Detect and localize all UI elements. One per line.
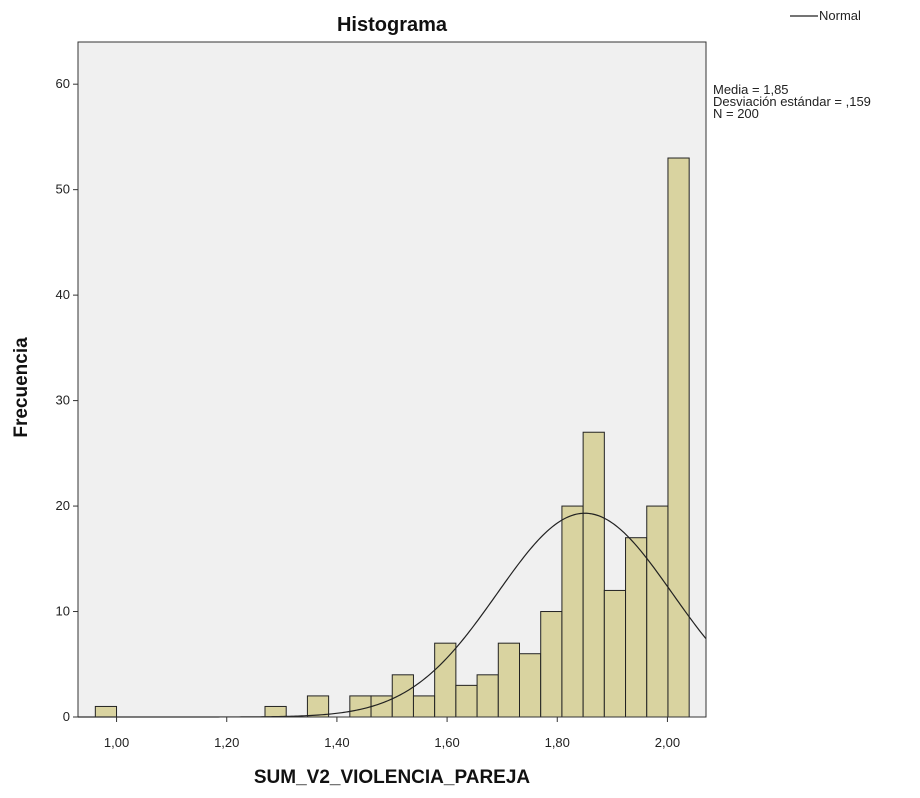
histogram-bar [306, 695, 330, 718]
x-axis-title: SUM_V2_VIOLENCIA_PAREJA [254, 767, 531, 788]
histogram-bar [603, 589, 627, 718]
histogram-bar [582, 431, 605, 718]
histogram-bar [561, 505, 584, 718]
y-tick-label: 10 [56, 604, 70, 619]
histogram-bar [391, 674, 414, 718]
x-tick-label: 1,80 [545, 735, 570, 750]
histogram-bar [519, 653, 542, 718]
histogram-bar [667, 157, 690, 718]
stats-sd: Desviación estándar = ,159 [713, 94, 871, 109]
legend-normal-label: Normal [819, 8, 861, 23]
histogram-bar [625, 537, 648, 718]
histogram-bar [94, 705, 118, 718]
x-tick-label: 1,00 [104, 735, 129, 750]
histogram-bar [540, 611, 563, 718]
histogram-bar [434, 642, 457, 718]
stats-mean: Media = 1,85 [713, 82, 789, 97]
x-tick-label: 1,40 [324, 735, 349, 750]
histogram-bar [476, 674, 499, 718]
y-tick-label: 50 [56, 182, 70, 197]
histogram-bar [349, 695, 372, 718]
histogram-bar [455, 684, 478, 718]
y-tick-label: 30 [56, 393, 70, 408]
plot-frame [77, 41, 707, 718]
y-tick-label: 0 [63, 709, 70, 724]
y-tick-label: 60 [56, 76, 70, 91]
stats-n: N = 200 [713, 106, 759, 121]
y-tick-label: 20 [56, 498, 70, 513]
histogram-bar [497, 642, 521, 718]
histogram-bar [646, 505, 669, 718]
histogram-bar [412, 695, 436, 718]
histogram-bar [370, 695, 393, 718]
x-tick-label: 2,00 [655, 735, 680, 750]
y-axis-title: Frecuencia [11, 337, 32, 438]
x-tick-label: 1,20 [214, 735, 239, 750]
y-tick-label: 40 [56, 287, 70, 302]
x-tick-label: 1,60 [434, 735, 459, 750]
chart-title: Histograma [337, 14, 448, 36]
histogram-bar [264, 705, 287, 718]
legend: Normal [790, 8, 861, 23]
stats-box: Media = 1,85 Desviación estándar = ,159 … [713, 82, 871, 121]
